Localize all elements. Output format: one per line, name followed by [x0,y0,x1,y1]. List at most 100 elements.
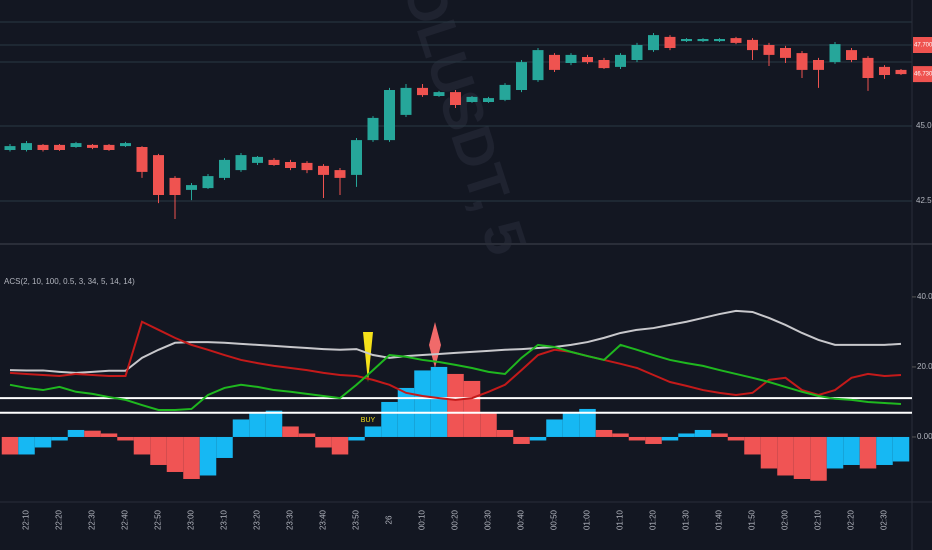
x-tick-label: 23:30 [286,509,295,530]
histogram-bar [1,436,19,455]
x-tick-label: 22:10 [22,509,31,530]
candle-body [681,39,692,42]
candle-body [285,162,296,168]
candle-body [565,54,577,63]
candle-body [400,87,412,115]
y-tick-label: 40.00 [917,292,932,301]
x-tick-label: 01:10 [616,509,625,530]
histogram-bar [645,436,662,444]
histogram-bar [430,366,448,437]
candle-body [433,92,445,96]
y-tick-label: 20.00 [917,362,932,371]
histogram-bar [67,429,85,437]
candle-body [37,144,49,150]
x-tick-label: 23:10 [220,509,229,530]
candle-body [796,53,808,70]
histogram-bar [282,426,299,437]
candle-body [450,92,461,105]
histogram-bar [298,433,316,437]
candle-body [219,159,230,178]
histogram-bar [364,426,382,437]
histogram-bar [315,436,332,448]
histogram-bar [727,436,745,441]
x-tick-label: 02:00 [781,509,790,530]
indicator-title: ACS(2, 10, 100, 0.5, 3, 34, 5, 14, 14) [4,277,135,286]
candle-body [763,45,775,55]
histogram-bar [579,408,596,437]
histogram-bar [117,436,134,441]
histogram-bar [166,436,184,472]
histogram-bar [84,430,101,437]
histogram-bar [414,370,431,437]
histogram-bar [793,436,811,479]
histogram-bar [661,436,679,441]
x-tick-label: 00:10 [418,509,427,530]
histogram-bar [694,429,712,437]
candle-body [186,185,197,190]
histogram-bar [150,436,167,465]
histogram-bar [711,433,728,437]
candle-body [664,36,676,48]
candle-body [351,140,362,175]
x-tick-label: 00:40 [517,509,526,530]
candle-body [631,45,643,60]
histogram-bar [678,433,695,437]
x-tick-label: 23:50 [352,509,361,530]
candle-body [169,177,181,195]
candle-body [499,84,511,100]
indicator-line [9,343,902,412]
histogram-bar [381,401,398,437]
signal-diamond [429,322,441,368]
histogram-bar [216,436,233,458]
x-tick-label: 01:20 [649,509,658,530]
histogram-bar [859,436,877,469]
x-tick-label: 22:20 [55,509,64,530]
histogram-bar [133,436,151,455]
candle-body [549,54,560,70]
candle-body [384,90,395,141]
histogram-bar [480,412,497,437]
candle-body [697,39,709,42]
price-label-box [913,66,932,83]
candle-body [466,96,478,102]
price-label: 46.730 [914,72,932,78]
x-tick-label: 01:00 [583,509,592,530]
signal-arrow [363,332,373,382]
x-tick-label: 22:40 [121,509,130,530]
candle-body [202,176,214,189]
candle-body [301,162,313,171]
x-tick-label: 00:50 [550,509,559,530]
candle-body [780,48,791,58]
indicator-line [9,309,902,374]
candle-body [813,60,824,70]
histogram-bar [612,433,629,437]
candle-body [252,156,263,163]
candle-body [615,54,626,67]
x-tick-label: 01:40 [715,509,724,530]
x-tick-label: 00:30 [484,509,493,530]
candle-body [136,147,148,172]
histogram-bar [232,419,250,437]
histogram-bar [183,436,200,479]
candle-body [648,35,659,51]
candle-body [829,44,841,63]
histogram-bar [447,373,464,437]
histogram-bar [744,436,761,455]
candle-body [153,155,164,195]
histogram-bar [265,410,283,437]
candle-body [532,50,544,81]
histogram-bar [546,419,563,437]
candle-body [730,38,742,43]
x-tick-label: 22:30 [88,509,97,530]
histogram-bar [595,429,613,437]
histogram-bar [51,436,68,441]
y-tick-label: 45.000 [916,121,932,130]
candle-body [318,165,329,175]
histogram-bar [843,436,860,465]
candle-body [120,143,131,147]
x-tick-label: 23:20 [253,509,262,530]
histogram-bar [810,436,827,481]
x-tick-label: 02:10 [814,509,823,530]
histogram-bar [463,380,481,437]
histogram-bar [826,436,844,469]
